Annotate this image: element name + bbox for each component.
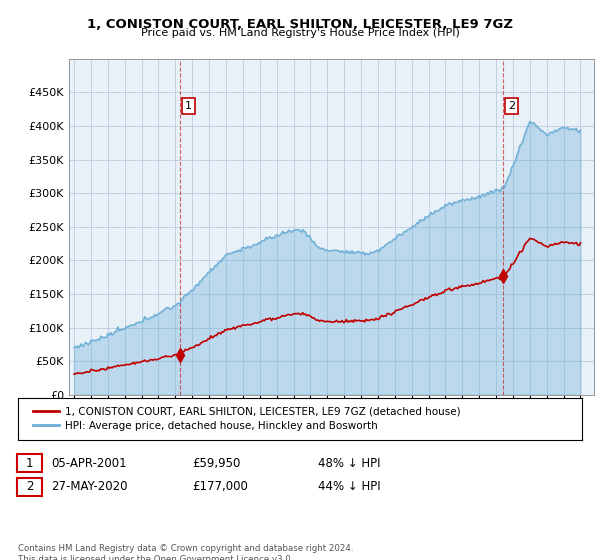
Text: 1, CONISTON COURT, EARL SHILTON, LEICESTER, LE9 7GZ: 1, CONISTON COURT, EARL SHILTON, LEICEST… [87, 18, 513, 31]
Text: 2: 2 [508, 101, 515, 111]
Text: £59,950: £59,950 [192, 456, 241, 470]
Text: 1: 1 [185, 101, 192, 111]
Text: Price paid vs. HM Land Registry's House Price Index (HPI): Price paid vs. HM Land Registry's House … [140, 28, 460, 38]
Text: 2: 2 [26, 480, 33, 493]
Text: 27-MAY-2020: 27-MAY-2020 [51, 480, 128, 493]
Text: 48% ↓ HPI: 48% ↓ HPI [318, 456, 380, 470]
Text: 05-APR-2001: 05-APR-2001 [51, 456, 127, 470]
Text: £177,000: £177,000 [192, 480, 248, 493]
Text: 44% ↓ HPI: 44% ↓ HPI [318, 480, 380, 493]
Legend: 1, CONISTON COURT, EARL SHILTON, LEICESTER, LE9 7GZ (detached house), HPI: Avera: 1, CONISTON COURT, EARL SHILTON, LEICEST… [29, 402, 465, 435]
Text: Contains HM Land Registry data © Crown copyright and database right 2024.
This d: Contains HM Land Registry data © Crown c… [18, 544, 353, 560]
Text: 1: 1 [26, 456, 33, 470]
